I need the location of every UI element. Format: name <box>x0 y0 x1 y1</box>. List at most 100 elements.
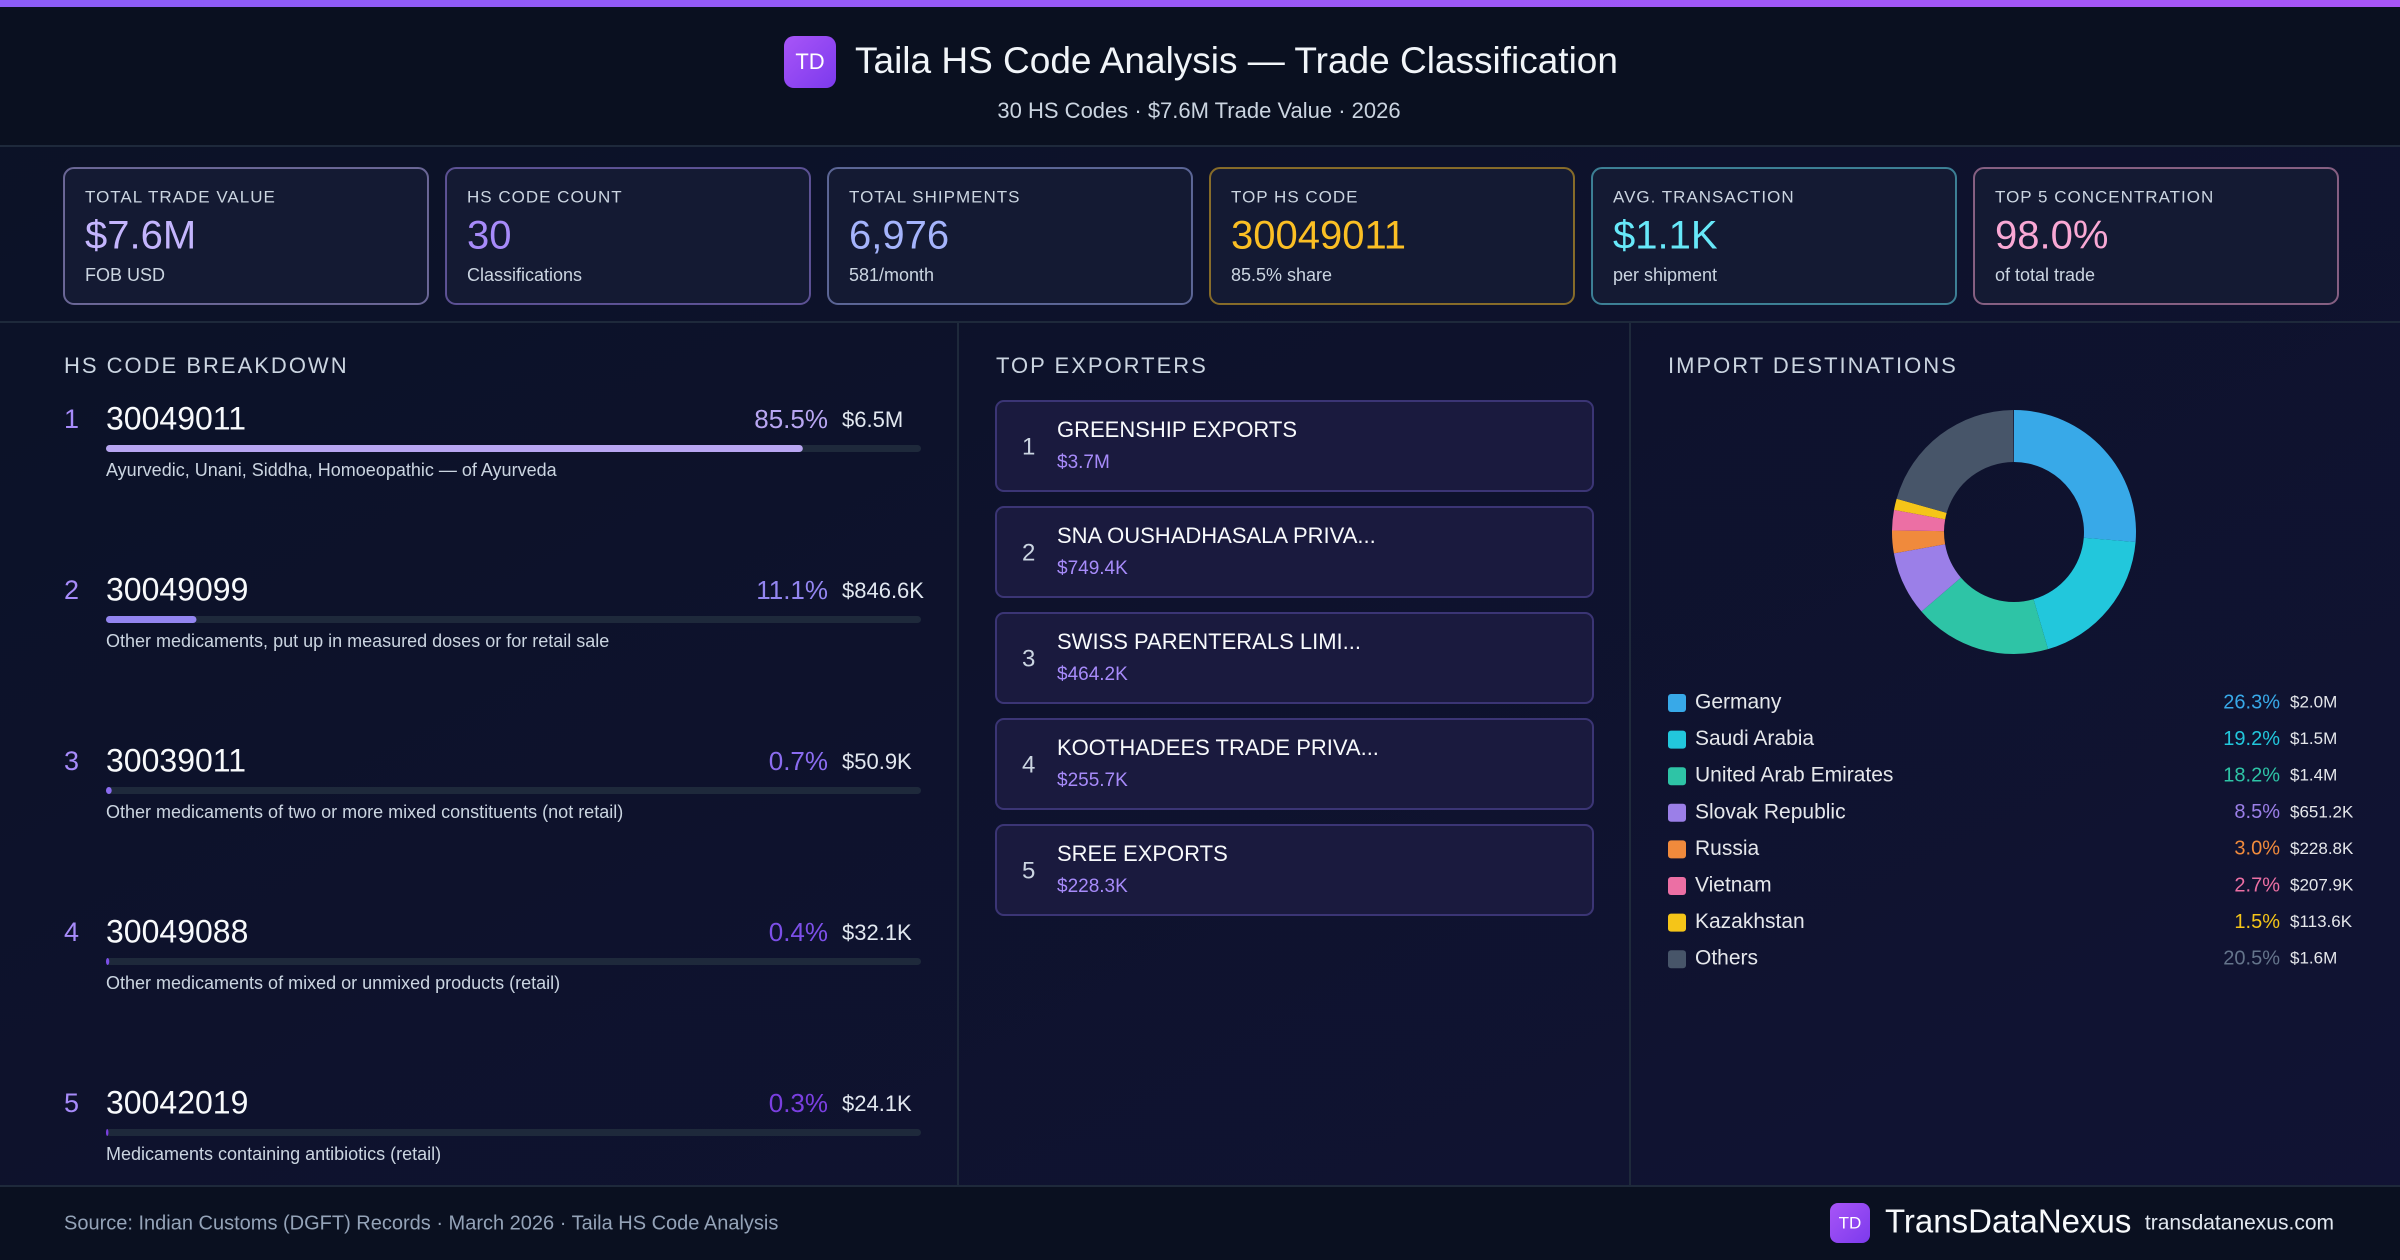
kpi-card <box>445 167 811 305</box>
rank: 2 <box>1022 539 1035 566</box>
exporter-value: $464.2K <box>1057 664 1128 685</box>
exporter-card <box>995 506 1594 598</box>
rank: 1 <box>64 404 79 434</box>
rank: 3 <box>1022 645 1035 672</box>
legend-share: 2.7% <box>2234 874 2280 896</box>
bar-track <box>106 787 921 794</box>
section-title: HS CODE BREAKDOWN <box>64 353 349 378</box>
description: Other medicaments of two or more mixed c… <box>106 802 623 822</box>
kpi-note: Classifications <box>467 265 582 285</box>
title: Taila HS Code Analysis — Trade Classific… <box>855 40 1618 81</box>
exporter-value: $228.3K <box>1057 876 1128 897</box>
legend-swatch <box>1668 840 1686 859</box>
legend-swatch <box>1668 877 1686 895</box>
kpi-note: 581/month <box>849 265 934 285</box>
kpi-value: 30049011 <box>1231 214 1406 258</box>
legend-swatch <box>1668 913 1686 932</box>
legend-name: Germany <box>1695 691 1782 714</box>
description: Ayurvedic, Unani, Siddha, Homoeopathic —… <box>106 460 558 480</box>
share-bar <box>106 616 197 623</box>
logo-text: TD <box>795 49 824 74</box>
footer-source: Source: Indian Customs (DGFT) Records · … <box>64 1212 778 1234</box>
footer-logo <box>1830 1203 1870 1243</box>
bar-track <box>106 958 921 965</box>
exporter-name: SNA OUSHADHASALA PRIVA... <box>1057 523 1376 548</box>
legend-name: Kazakhstan <box>1695 910 1805 933</box>
legend-amount: $1.5M <box>2290 729 2337 748</box>
legend-name: Saudi Arabia <box>1695 727 1814 750</box>
exporter-card <box>995 718 1594 810</box>
kpi-note: FOB USD <box>85 265 165 285</box>
kpi-label: TOP 5 CONCENTRATION <box>1995 187 2214 206</box>
kpi-card <box>1591 167 1957 305</box>
legend-share: 20.5% <box>2223 947 2280 969</box>
donut-slice <box>2033 537 2136 650</box>
exporter-value: $749.4K <box>1057 558 1128 579</box>
trade-value: $24.1K <box>842 1091 912 1116</box>
rank: 2 <box>64 575 79 605</box>
share-label: 11.1% <box>756 575 828 605</box>
share-bar <box>106 1129 109 1136</box>
exporter-name: KOOTHADEES TRADE PRIVA... <box>1057 735 1379 760</box>
legend-share: 3.0% <box>2234 838 2280 860</box>
kpi-card <box>63 167 429 305</box>
legend-share: 8.5% <box>2234 801 2280 823</box>
kpi-label: AVG. TRANSACTION <box>1613 187 1795 206</box>
rank: 3 <box>64 746 79 776</box>
kpi-value: $7.6M <box>85 214 196 258</box>
bar-track <box>106 1129 921 1136</box>
section-title: IMPORT DESTINATIONS <box>1668 353 1958 378</box>
kpi-note: per shipment <box>1613 265 1717 285</box>
legend-swatch <box>1668 767 1686 786</box>
kpi-label: TOTAL TRADE VALUE <box>85 187 276 206</box>
kpi-note: 85.5% share <box>1231 265 1332 285</box>
exporter-card <box>995 612 1594 704</box>
rank: 1 <box>1022 433 1035 460</box>
share-bar <box>106 445 803 452</box>
donut-slice <box>1921 577 2049 654</box>
kpi-value: $1.1K <box>1613 214 1718 258</box>
legend-name: Slovak Republic <box>1695 800 1846 823</box>
share-bar <box>106 787 112 794</box>
kpi-value: 6,976 <box>849 214 949 258</box>
kpi-value: 30 <box>467 214 512 258</box>
legend-amount: $228.8K <box>2290 839 2354 858</box>
trade-value: $6.5M <box>842 407 903 432</box>
legend-amount: $2.0M <box>2290 692 2337 711</box>
legend-swatch <box>1668 950 1686 969</box>
donut-slice <box>1892 509 1946 532</box>
legend-share: 18.2% <box>2223 764 2280 786</box>
rank: 5 <box>64 1088 79 1118</box>
share-label: 85.5% <box>754 404 828 434</box>
kpi-label: TOP HS CODE <box>1231 187 1359 206</box>
share-label: 0.7% <box>769 746 828 776</box>
donut-slice <box>1894 498 1947 520</box>
share-bar <box>106 958 110 965</box>
description: Other medicaments of mixed or unmixed pr… <box>106 973 560 993</box>
bar-track <box>106 616 921 623</box>
hs-code: 30039011 <box>106 742 246 778</box>
header-band <box>0 0 2400 146</box>
kpi-card <box>827 167 1193 305</box>
rank: 5 <box>1022 857 1035 884</box>
hs-code: 30049088 <box>106 913 248 949</box>
legend-swatch <box>1668 730 1686 749</box>
trade-value: $32.1K <box>842 920 912 945</box>
legend-name: Vietnam <box>1695 874 1772 897</box>
legend-amount: $1.4M <box>2290 766 2337 785</box>
rank: 4 <box>1022 751 1035 778</box>
kpi-card <box>1973 167 2339 305</box>
kpi-card <box>1209 167 1575 305</box>
legend-name: Others <box>1695 947 1758 970</box>
description: Other medicaments, put up in measured do… <box>106 631 609 651</box>
legend-share: 1.5% <box>2234 911 2280 933</box>
donut-slice <box>1893 544 1961 612</box>
donut-slice <box>1892 530 1946 554</box>
legend-amount: $113.6K <box>2290 912 2353 931</box>
legend-name: Russia <box>1695 837 1760 860</box>
description: Medicaments containing antibiotics (reta… <box>106 1144 441 1164</box>
hs-code: 30042019 <box>106 1084 248 1120</box>
hs-code: 30049099 <box>106 571 248 607</box>
legend-share: 19.2% <box>2223 728 2280 750</box>
